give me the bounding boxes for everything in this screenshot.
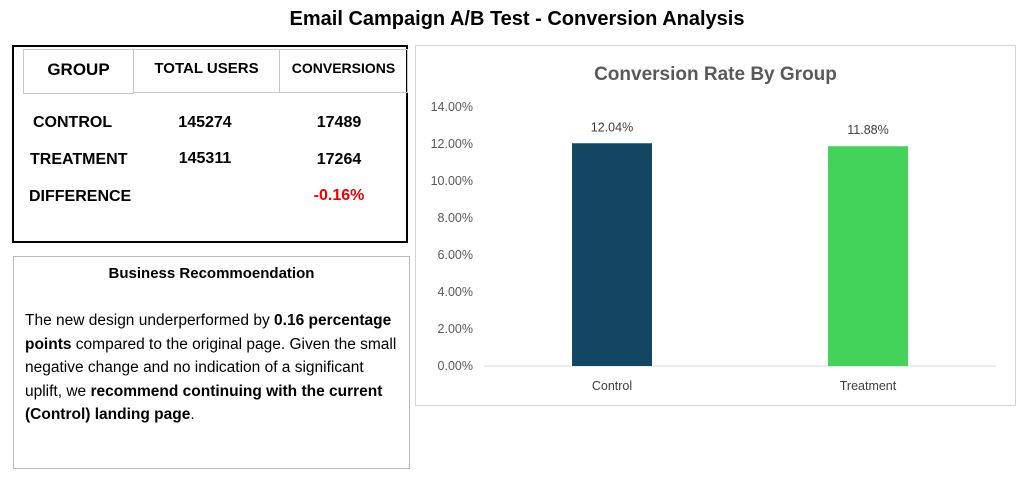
header-group: GROUP bbox=[23, 49, 134, 94]
x-tick-label: Control bbox=[592, 379, 632, 393]
row-treatment-label: TREATMENT bbox=[30, 151, 128, 168]
reco-text-3: . bbox=[190, 406, 195, 423]
y-tick-label: 6.00% bbox=[438, 248, 473, 262]
reco-bold-1: 0.16 percentage points bbox=[25, 312, 392, 353]
reco-text-1: The new design underperformed by bbox=[25, 312, 275, 329]
data-label: 11.88% bbox=[847, 123, 888, 137]
y-tick-label: 4.00% bbox=[438, 285, 473, 299]
row-control-conversions: 17489 bbox=[316, 114, 362, 131]
bar-chart: 0.00% 2.00% 4.00% 6.00% 8.00% 10.00% 12.00% 14.… bbox=[431, 100, 996, 393]
reco-bold-2: recommend continuing with the current (C… bbox=[25, 382, 383, 424]
y-tick-label: 2.00% bbox=[438, 322, 473, 336]
difference-value: -0.16% bbox=[313, 187, 365, 204]
row-treatment-users: 145311 bbox=[178, 150, 232, 167]
y-tick-label: 8.00% bbox=[438, 211, 473, 225]
page-title: Email Campaign A/B Test - Conversion Ana… bbox=[289, 8, 745, 30]
row-difference-label: DIFFERENCE bbox=[29, 188, 132, 205]
row-control-label: CONTROL bbox=[33, 114, 113, 131]
row-treatment-conversions: 17264 bbox=[316, 151, 362, 168]
recommendation-title: Business Recommoendation bbox=[108, 265, 315, 282]
y-tick-label: 14.00% bbox=[431, 100, 473, 114]
chart-panel: Conversion Rate By Group 0.00% 2.00% 4.00%… bbox=[415, 45, 1016, 406]
row-control-users: 145274 bbox=[178, 114, 232, 131]
recommendation-text: The new design underperformed by 0.16 pe… bbox=[25, 309, 397, 427]
header-total-users: TOTAL USERS bbox=[133, 49, 280, 93]
y-tick-label: 0.00% bbox=[438, 359, 473, 373]
reco-text-2: compared to the original page. Given the… bbox=[25, 335, 397, 400]
y-tick-label: 12.00% bbox=[431, 137, 473, 151]
y-tick-label: 10.00% bbox=[431, 174, 473, 188]
data-label: 12.04% bbox=[591, 120, 633, 134]
summary-table: GROUP TOTAL USERS CONVERSIONS CONTROL 14… bbox=[12, 45, 408, 243]
chart-title: Conversion Rate By Group bbox=[594, 64, 837, 85]
header-conversions: CONVERSIONS bbox=[279, 49, 408, 93]
bar-control bbox=[572, 143, 652, 366]
bar-treatment bbox=[828, 146, 908, 366]
recommendation-box: Business Recommoendation The new design … bbox=[13, 256, 410, 469]
x-tick-label: Treatment bbox=[840, 379, 897, 393]
